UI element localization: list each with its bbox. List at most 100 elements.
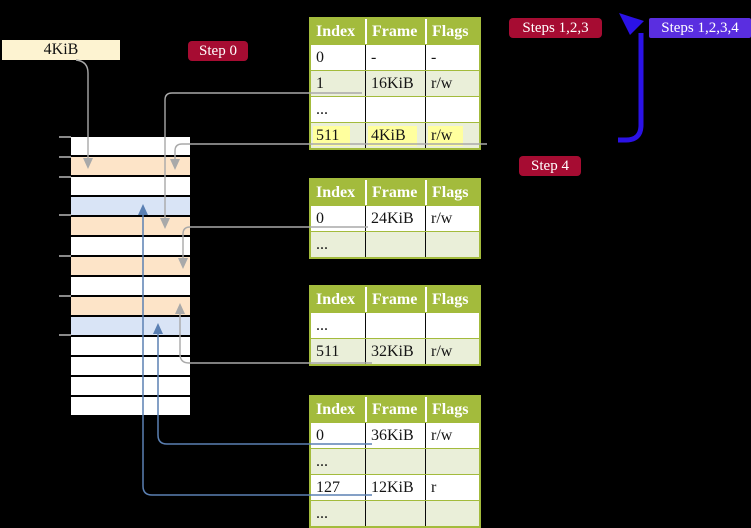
- table-row: 0 --: [311, 44, 479, 70]
- table-cell: [365, 97, 425, 122]
- table-header-row: Index Frame Flags: [311, 180, 479, 205]
- table-cell: 36KiB: [365, 423, 425, 448]
- badge-step-0: Step 0: [188, 41, 248, 61]
- table-cell: 0: [316, 49, 324, 66]
- highlighted-value: 4KiB: [368, 126, 417, 146]
- highlighted-value: 511: [313, 126, 351, 146]
- table-header-cell: Index: [316, 291, 356, 308]
- table-cell: r/w: [425, 123, 479, 148]
- recursive-loop-arrow: [618, 33, 644, 143]
- table-row: 0 36KiB r/w: [311, 422, 479, 448]
- physical-memory-column: [71, 137, 190, 417]
- table-cell: 24KiB: [365, 206, 425, 231]
- table-row: ...: [311, 96, 479, 122]
- memory-frame-row-page-table: [71, 257, 190, 277]
- address-tick: [59, 295, 71, 297]
- recursive-loop-arrowhead: [619, 13, 644, 35]
- table-cell: 16KiB: [365, 71, 425, 96]
- table-row: ...: [311, 500, 479, 526]
- table-header-cell: Flags: [425, 180, 479, 205]
- highlighted-value: r/w: [428, 126, 464, 146]
- badge-steps-123: Steps 1,2,3: [509, 18, 602, 38]
- table-cell: 511: [316, 343, 340, 360]
- table-header-cell: Flags: [425, 19, 479, 44]
- table-cell: 127: [316, 479, 340, 496]
- table-row: ...: [311, 231, 479, 257]
- frame-size-label: 4KiB: [2, 40, 120, 60]
- address-tick: [59, 214, 71, 216]
- table-cell: -: [425, 45, 479, 70]
- table-cell: [425, 97, 479, 122]
- table-header-cell: Flags: [425, 287, 479, 312]
- table-row: 0 24KiB r/w: [311, 205, 479, 231]
- memory-frame-row-free: [71, 137, 190, 157]
- table-cell: ...: [316, 236, 328, 253]
- table-header-cell: Frame: [365, 180, 425, 205]
- table-cell: 0: [316, 427, 324, 444]
- memory-frame-row-free: [71, 237, 190, 257]
- table-cell: [425, 313, 479, 338]
- address-tick: [59, 334, 71, 336]
- address-tick: [59, 255, 71, 257]
- table-header-cell: Index: [316, 401, 356, 418]
- table-cell: ...: [316, 505, 328, 522]
- table-row: 511 32KiB r/w: [311, 338, 479, 364]
- table-cell: -: [365, 45, 425, 70]
- table-row: 1 16KiB r/w: [311, 70, 479, 96]
- table-cell: 1: [316, 75, 324, 92]
- table-cell: ...: [316, 453, 328, 470]
- table-header-row: Index Frame Flags: [311, 287, 479, 312]
- memory-frame-row-page-table: [71, 157, 190, 177]
- table-cell: [365, 313, 425, 338]
- memory-frame-row-free: [71, 277, 190, 297]
- memory-frame-row-free: [71, 337, 190, 357]
- memory-frame-row-page-table: [71, 297, 190, 317]
- table-cell: 12KiB: [365, 475, 425, 500]
- table-cell: [365, 232, 425, 257]
- memory-frame-row-mapped-page: [71, 317, 190, 337]
- memory-frame-row-free: [71, 377, 190, 397]
- memory-frame-row-free: [71, 397, 190, 417]
- page-table-level-4: Index Frame Flags 0- -1 16KiB r/w... 511 4KiB r/w: [309, 17, 481, 150]
- table-cell: r/w: [425, 339, 479, 364]
- table-cell: [365, 449, 425, 474]
- page-table-level-1: Index Frame Flags 0 36KiB r/w... 127 12KiB r...: [309, 395, 481, 528]
- table-header-cell: Index: [316, 23, 356, 40]
- table-cell: r/w: [425, 206, 479, 231]
- page-table-level-2: Index Frame Flags... 511 32KiB r/w: [309, 285, 481, 366]
- table-header-cell: Frame: [365, 19, 425, 44]
- table-cell: [425, 449, 479, 474]
- table-header-row: Index Frame Flags: [311, 397, 479, 422]
- table-cell: 32KiB: [365, 339, 425, 364]
- address-tick: [59, 176, 71, 178]
- table-cell: [425, 501, 479, 526]
- table-cell: 4KiB: [365, 123, 425, 148]
- page-table-level-3: Index Frame Flags 0 24KiB r/w...: [309, 178, 481, 259]
- memory-frame-row-free: [71, 177, 190, 197]
- table-row: ...: [311, 312, 479, 338]
- memory-frame-row-free: [71, 357, 190, 377]
- table-header-cell: Flags: [425, 397, 479, 422]
- table-header-row: Index Frame Flags: [311, 19, 479, 44]
- table-cell: ...: [316, 101, 328, 118]
- table-cell: ...: [316, 317, 328, 334]
- memory-frame-row-mapped-page: [71, 197, 190, 217]
- table-cell: r/w: [425, 423, 479, 448]
- table-cell: [425, 232, 479, 257]
- table-header-cell: Frame: [365, 287, 425, 312]
- address-tick: [59, 156, 71, 158]
- badge-step-4: Step 4: [519, 156, 581, 176]
- memory-frame-row-page-table: [71, 217, 190, 237]
- table-row: 127 12KiB r: [311, 474, 479, 500]
- address-tick: [59, 136, 71, 138]
- table-cell: 0: [316, 210, 324, 227]
- table-header-cell: Frame: [365, 397, 425, 422]
- table-row: 511 4KiB r/w: [311, 122, 479, 148]
- table-cell: r/w: [425, 71, 479, 96]
- table-cell: r: [425, 475, 479, 500]
- table-row: ...: [311, 448, 479, 474]
- table-header-cell: Index: [316, 184, 356, 201]
- table-cell: 511: [311, 123, 365, 148]
- table-cell: [365, 501, 425, 526]
